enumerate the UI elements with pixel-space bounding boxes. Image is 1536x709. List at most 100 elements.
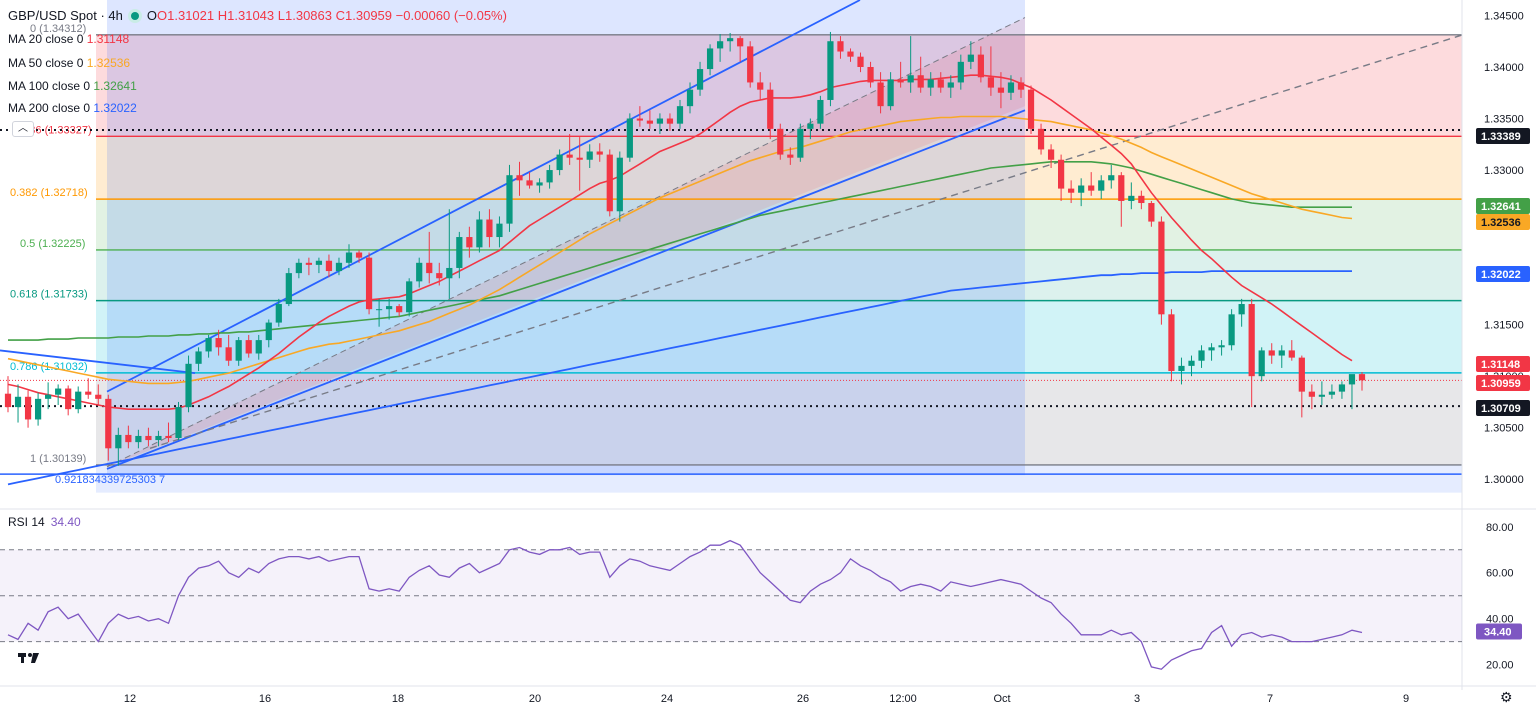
settings-gear-icon[interactable]: ⚙ (1500, 689, 1513, 705)
candle-body (335, 262, 343, 272)
price-tag-bg (1476, 214, 1530, 230)
candle-body (556, 154, 563, 171)
candle-body (466, 237, 473, 248)
candle-body (95, 394, 102, 399)
candle-body (1238, 304, 1245, 315)
candle-body (837, 41, 844, 52)
candle-body (145, 435, 152, 441)
time-axis-tick: 12 (124, 693, 136, 705)
candle-body (757, 82, 764, 90)
time-axis-tick: 12:00 (889, 693, 917, 705)
candle-body (1118, 175, 1125, 201)
price-axis-tick: 1.34500 (1484, 10, 1524, 22)
ma200-value: 1.32022 (93, 101, 137, 115)
price-tag-label: 1.32641 (1481, 201, 1521, 213)
candle-body (1047, 149, 1055, 160)
price-tag-label: 1.32022 (1481, 269, 1521, 281)
candle-body (1288, 350, 1295, 358)
candle-body (696, 69, 704, 90)
candle-body (857, 56, 864, 67)
candle-body (1248, 304, 1255, 377)
candle-body (526, 180, 533, 186)
close-value: C1.30959 (335, 8, 393, 23)
ma50-legend[interactable]: MA 50 close 0 1.32536 (8, 56, 130, 70)
candle-body (34, 398, 42, 420)
candle-body (1218, 345, 1225, 348)
time-axis-tick: 7 (1267, 693, 1273, 705)
price-tag-bg (1476, 400, 1530, 416)
candle-body (375, 309, 383, 311)
ma20-legend[interactable]: MA 20 close 0 1.31148 (8, 32, 129, 46)
rsi-line (7, 539, 1363, 670)
candle-body (4, 393, 12, 408)
ma100-line (8, 161, 1352, 341)
rsi-axis-tick: 80.00 (1486, 522, 1514, 534)
price-tag-label: 1.33389 (1481, 131, 1521, 143)
rsi-label: RSI 14 (8, 515, 45, 529)
candle-body (215, 338, 222, 348)
rsi-tag-label: 34.40 (1484, 627, 1512, 639)
candle-body (817, 99, 824, 124)
candle-body (456, 237, 463, 268)
candle-body (245, 340, 252, 354)
tradingview-logo-icon (18, 653, 39, 663)
ma50-value: 1.32536 (86, 56, 131, 70)
candle-body (165, 435, 172, 439)
candle-body (496, 223, 503, 238)
candle-body (997, 87, 1005, 93)
rsi-axis-tick: 40.00 (1486, 614, 1514, 626)
ma100-legend[interactable]: MA 100 close 0 1.32641 (8, 79, 137, 93)
ma50-label: MA 50 close 0 (8, 56, 84, 70)
candle-body (1158, 221, 1165, 315)
candle-body (877, 82, 884, 107)
fib-zone-2 (96, 199, 1462, 250)
candles-group (4, 31, 1366, 466)
regression-mid-dash (106, 17, 1026, 468)
candle-body (907, 75, 914, 83)
candle-body (666, 118, 674, 124)
ma20-value: 1.31148 (86, 32, 130, 46)
candle-body (426, 262, 433, 274)
candle-body (977, 54, 984, 78)
candle-body (787, 154, 794, 158)
candle-body (1358, 374, 1366, 381)
rsi-legend[interactable]: RSI 14 34.40 (8, 515, 81, 529)
candle-body (285, 273, 292, 305)
low-value: L1.30863 (277, 8, 332, 23)
time-axis-tick: Oct (993, 693, 1010, 705)
ma20-label: MA 20 close 0 (8, 32, 84, 46)
candle-body (1348, 374, 1356, 385)
candle-body (295, 262, 302, 274)
price-axis-tick: 1.33000 (1484, 165, 1524, 177)
candle-body (1318, 394, 1325, 397)
price-axis-tick: 1.33500 (1484, 114, 1524, 126)
candle-body (686, 89, 694, 107)
candle-body (1017, 82, 1025, 90)
logo-part (21, 653, 24, 663)
candle-body (1278, 350, 1285, 356)
price-axis-tick: 1.30000 (1484, 474, 1524, 486)
candle-body (767, 89, 774, 129)
candle-body (807, 123, 814, 129)
price-axis-tick: 1.30500 (1484, 423, 1524, 435)
candle-body (606, 154, 613, 212)
time-axis-tick: 24 (661, 693, 673, 705)
candle-body (656, 118, 664, 124)
time-axis-tick: 16 (259, 693, 271, 705)
collapse-legend-button[interactable]: ︿ (12, 121, 34, 137)
price-tag-label: 1.31148 (1481, 359, 1520, 371)
candle-body (265, 322, 272, 341)
price-tag-bg (1476, 356, 1530, 372)
candle-body (576, 157, 583, 160)
time-axis-tick: 3 (1134, 693, 1140, 705)
price-axis-tick: 1.31500 (1484, 320, 1524, 332)
candle-body (14, 396, 22, 408)
ma50-line (7, 115, 1353, 385)
candle-body (887, 79, 894, 107)
symbol-title[interactable]: GBP/USD Spot · 4h (8, 8, 123, 23)
candle-body (185, 363, 192, 408)
candle-body (225, 347, 232, 361)
ma200-legend[interactable]: MA 200 close 0 1.32022 (8, 101, 137, 115)
candle-body (406, 281, 413, 313)
